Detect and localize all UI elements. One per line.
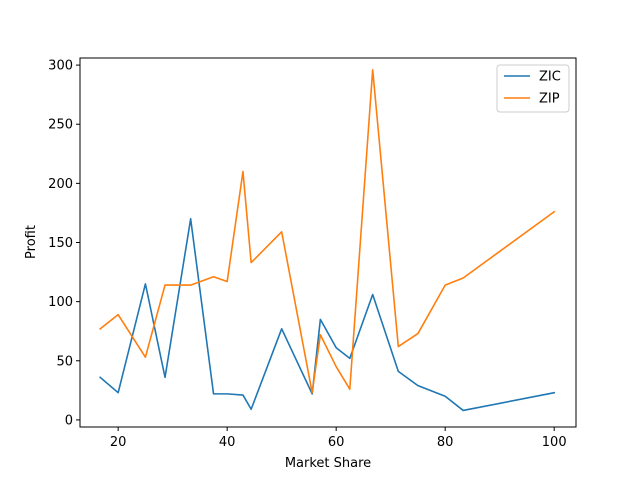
y-tick-label: 200: [48, 177, 73, 192]
y-axis-ticks: 0 50 100 150 200 250 300: [48, 59, 80, 428]
series-layer: [99, 69, 556, 412]
plot-frame: [79, 57, 577, 428]
series-line-zip: [99, 69, 556, 394]
x-tick-label: 60: [328, 435, 345, 450]
y-tick-label: 250: [48, 118, 73, 133]
y-tick-label: 100: [48, 295, 73, 310]
y-axis-label: Profit: [24, 225, 39, 259]
legend-label-zic: ZIC: [539, 70, 561, 85]
y-tick-label: 0: [65, 413, 73, 428]
x-tick-label: 20: [110, 435, 127, 450]
y-tick-label: 50: [56, 354, 73, 369]
x-axis-label: Market Share: [285, 456, 371, 471]
legend-label-zip: ZIP: [539, 92, 560, 107]
series-line-zic: [99, 218, 556, 412]
y-tick-label: 300: [48, 59, 73, 74]
x-tick-label: 40: [219, 435, 236, 450]
x-tick-label: 80: [437, 435, 454, 450]
legend: ZIC ZIP: [496, 64, 570, 113]
x-axis-ticks: 20 40 60 80 100: [110, 427, 567, 450]
x-tick-label: 100: [542, 435, 567, 450]
y-tick-label: 150: [48, 236, 73, 251]
